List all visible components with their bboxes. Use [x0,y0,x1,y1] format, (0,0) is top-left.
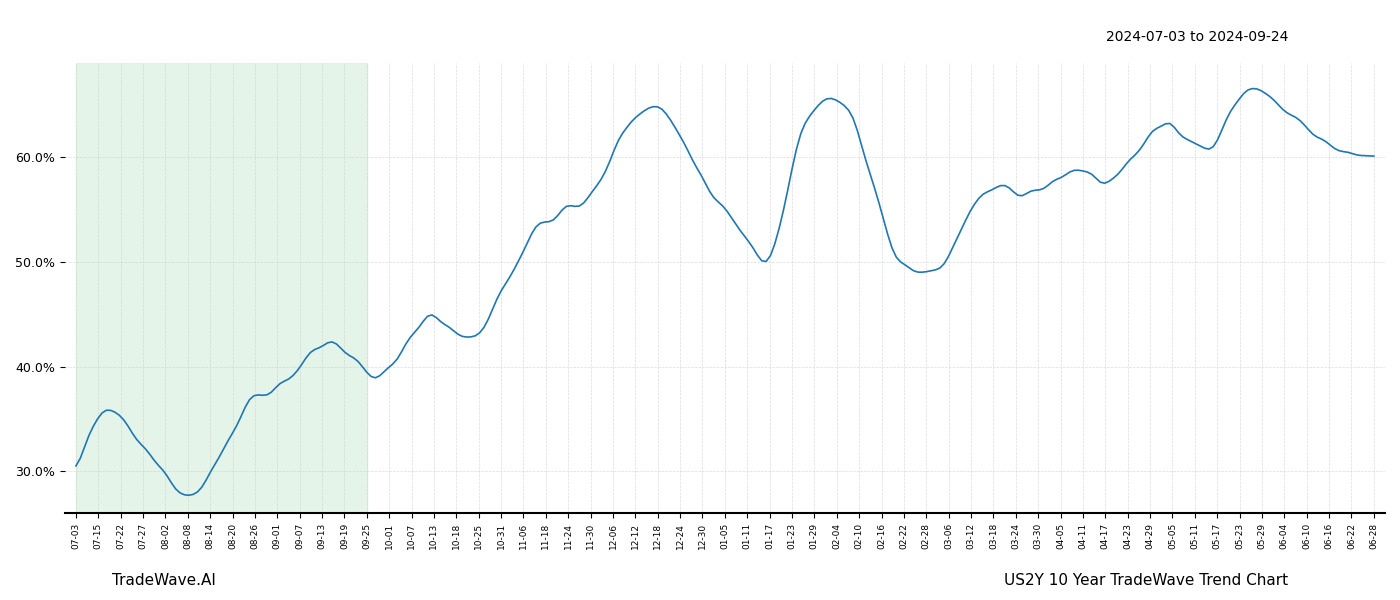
Text: 2024-07-03 to 2024-09-24: 2024-07-03 to 2024-09-24 [1106,30,1288,44]
Text: TradeWave.AI: TradeWave.AI [112,573,216,588]
Bar [76,63,367,513]
Text: US2Y 10 Year TradeWave Trend Chart: US2Y 10 Year TradeWave Trend Chart [1004,573,1288,588]
